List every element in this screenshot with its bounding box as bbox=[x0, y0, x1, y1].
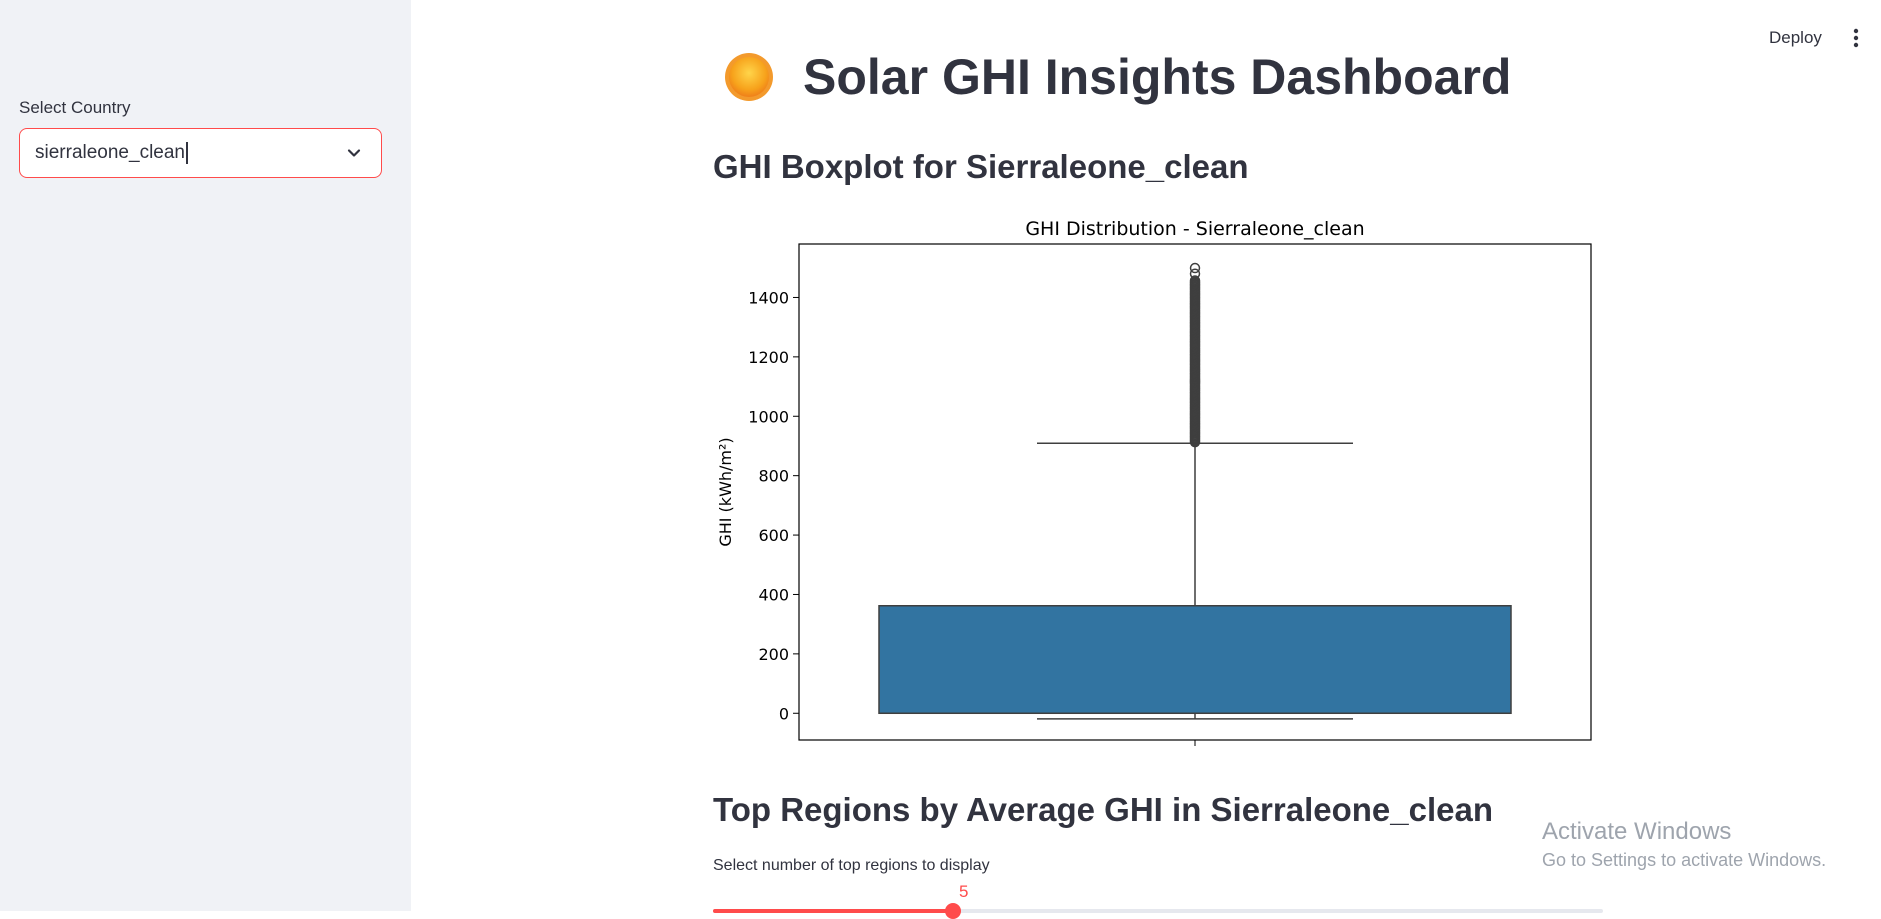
watermark-subtitle: Go to Settings to activate Windows. bbox=[1542, 850, 1827, 870]
y-axis-label: GHI (kWh/m²) bbox=[716, 437, 735, 546]
y-tick-label: 0 bbox=[779, 704, 789, 723]
sun-icon bbox=[725, 53, 773, 101]
page-title: Solar GHI Insights Dashboard bbox=[721, 48, 1511, 106]
slider-label: Select number of top regions to display bbox=[713, 857, 990, 874]
outlier-point bbox=[1189, 275, 1201, 286]
iqr-box bbox=[878, 605, 1512, 715]
country-select-value: sierraleone_clean bbox=[35, 142, 185, 163]
y-tick-label: 800 bbox=[758, 467, 789, 486]
page-title-text: Solar GHI Insights Dashboard bbox=[803, 49, 1512, 105]
activate-windows-watermark: Activate Windows Go to Settings to activ… bbox=[1542, 818, 1826, 871]
kebab-menu-icon[interactable] bbox=[1853, 28, 1859, 48]
y-tick-label: 600 bbox=[758, 526, 789, 545]
slider-thumb[interactable] bbox=[945, 903, 962, 919]
deploy-button[interactable]: Deploy bbox=[1769, 28, 1822, 47]
slider-fill bbox=[713, 909, 954, 913]
top-regions-slider[interactable] bbox=[713, 903, 1603, 919]
y-tick-label: 1000 bbox=[748, 407, 789, 426]
outlier-point bbox=[1189, 268, 1201, 279]
main-content: Solar GHI Insights Dashboard GHI Boxplot… bbox=[411, 0, 1881, 919]
sidebar: Select Country sierraleone_clean bbox=[0, 0, 411, 911]
text-cursor bbox=[186, 141, 188, 164]
watermark-title: Activate Windows bbox=[1542, 818, 1732, 845]
ghi-boxplot-chart: GHI Distribution - Sierraleone_clean 0 200… bbox=[711, 210, 1611, 750]
y-tick-label: 1200 bbox=[748, 348, 789, 367]
country-select[interactable]: sierraleone_clean bbox=[19, 128, 382, 178]
outlier-point bbox=[1189, 262, 1201, 274]
top-regions-heading: Top Regions by Average GHI in Sierraleon… bbox=[713, 791, 1494, 828]
ghi-boxplot-svg: GHI Distribution - Sierraleone_clean 0 200… bbox=[716, 218, 1592, 746]
y-tick-label: 400 bbox=[758, 585, 789, 604]
slider-value: 5 bbox=[959, 882, 969, 901]
y-tick-label: 1400 bbox=[748, 288, 789, 307]
select-country-label: Select Country bbox=[19, 98, 131, 117]
y-tick-label: 200 bbox=[758, 645, 789, 664]
boxplot-heading: GHI Boxplot for Sierraleone_clean bbox=[713, 148, 1249, 185]
chevron-down-icon[interactable] bbox=[345, 144, 363, 162]
chart-title: GHI Distribution - Sierraleone_clean bbox=[1025, 218, 1364, 240]
